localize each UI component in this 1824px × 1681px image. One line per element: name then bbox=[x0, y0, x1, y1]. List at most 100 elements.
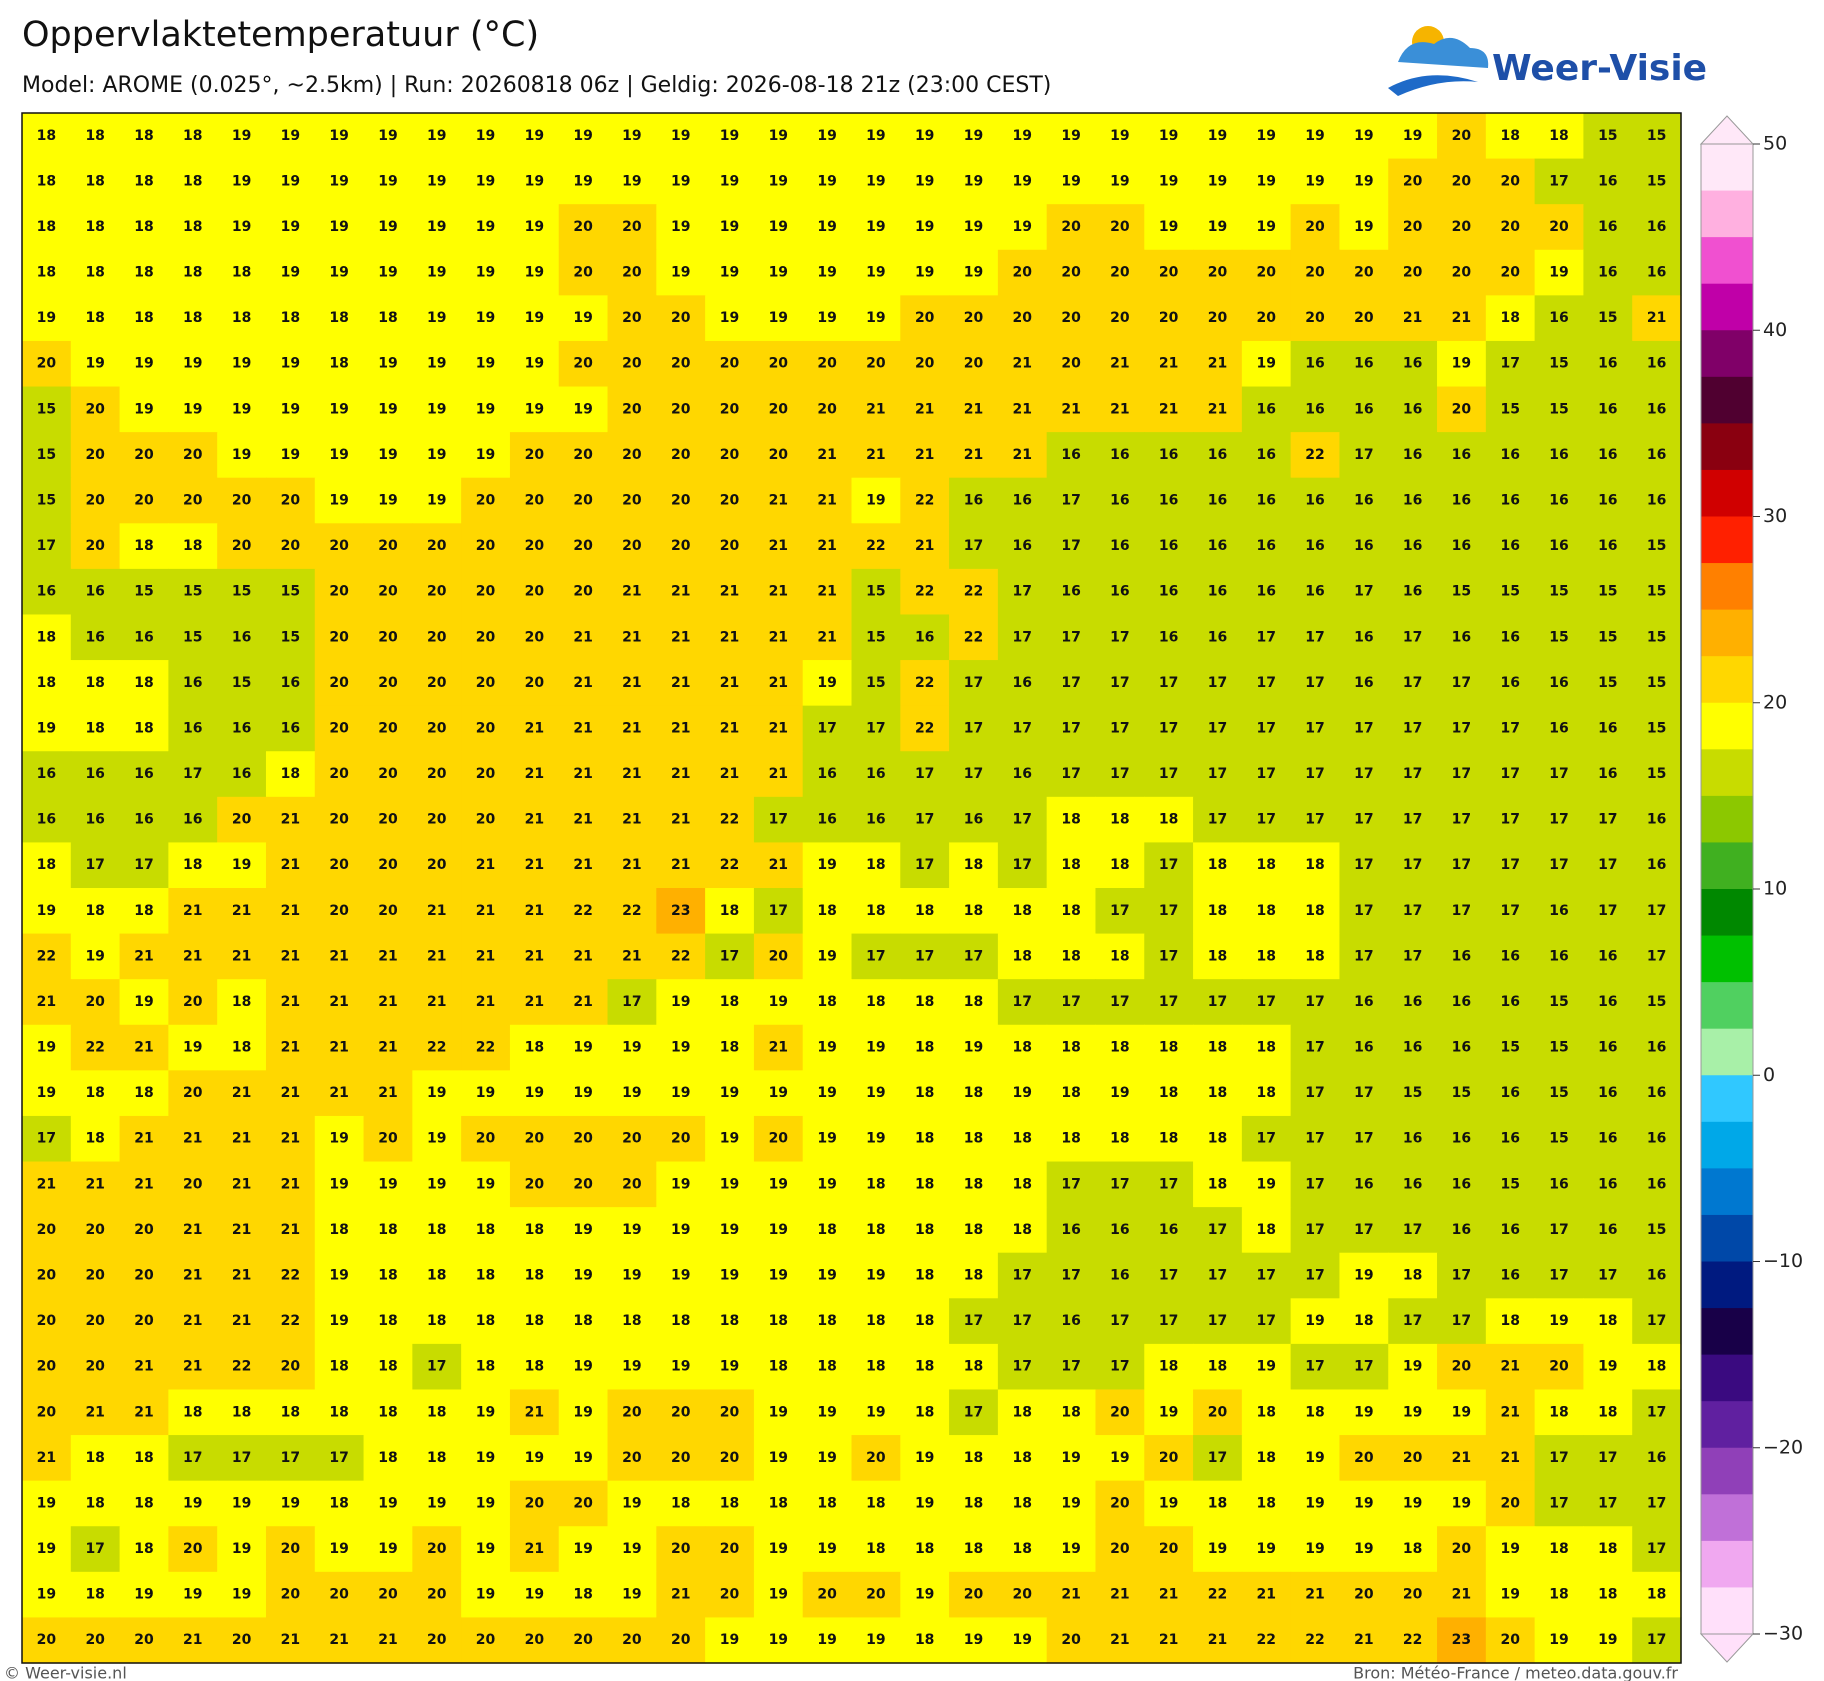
temperature-label: 19 bbox=[1549, 1632, 1568, 1648]
temperature-label: 19 bbox=[720, 1359, 739, 1375]
temperature-cell bbox=[705, 888, 755, 935]
temperature-label: 19 bbox=[622, 1587, 641, 1603]
temperature-label: 19 bbox=[671, 994, 690, 1010]
temperature-cell bbox=[509, 249, 560, 296]
temperature-label: 18 bbox=[915, 1313, 934, 1329]
temperature-label: 20 bbox=[1208, 265, 1228, 281]
temperature-label: 18 bbox=[134, 219, 153, 235]
temperature-label: 19 bbox=[769, 265, 788, 281]
temperature-label: 17 bbox=[915, 857, 934, 873]
temperature-cell bbox=[1241, 888, 1292, 935]
temperature-label: 16 bbox=[1403, 1131, 1422, 1147]
temperature-label: 15 bbox=[281, 584, 300, 600]
temperature-cell bbox=[509, 1070, 560, 1117]
temperature-label: 18 bbox=[1647, 1359, 1666, 1375]
temperature-label: 17 bbox=[1403, 720, 1422, 736]
temperature-cell bbox=[607, 1070, 657, 1117]
temperature-label: 20 bbox=[671, 310, 691, 326]
temperature-label: 20 bbox=[1305, 265, 1325, 281]
temperature-cell bbox=[1339, 477, 1389, 524]
temperature-label: 20 bbox=[671, 401, 691, 417]
temperature-label: 19 bbox=[622, 1495, 641, 1511]
temperature-label: 18 bbox=[866, 1495, 885, 1511]
temperature-label: 16 bbox=[1159, 1222, 1178, 1238]
temperature-label: 19 bbox=[232, 1587, 251, 1603]
temperature-cell bbox=[168, 1298, 218, 1345]
temperature-label: 19 bbox=[378, 401, 397, 417]
temperature-label: 18 bbox=[1208, 1040, 1227, 1056]
temperature-cell bbox=[1583, 796, 1633, 844]
temperature-cell bbox=[997, 1480, 1048, 1527]
temperature-label: 20 bbox=[85, 1268, 105, 1284]
temperature-cell bbox=[1632, 295, 1682, 342]
temperature-cell bbox=[1388, 1571, 1438, 1619]
temperature-cell bbox=[70, 568, 121, 616]
temperature-cell bbox=[1095, 751, 1145, 798]
temperature-cell bbox=[1632, 386, 1682, 433]
temperature-label: 21 bbox=[769, 1040, 788, 1056]
temperature-cell bbox=[705, 1252, 755, 1299]
temperature-cell bbox=[1485, 158, 1536, 205]
temperature-label: 16 bbox=[1159, 629, 1178, 645]
temperature-label: 17 bbox=[1110, 903, 1129, 919]
temperature-label: 21 bbox=[964, 447, 983, 463]
temperature-cell bbox=[1046, 1480, 1097, 1527]
temperature-label: 19 bbox=[329, 1313, 348, 1329]
temperature-cell bbox=[461, 1024, 511, 1071]
temperature-label: 16 bbox=[1452, 447, 1471, 463]
temperature-label: 19 bbox=[1500, 1587, 1519, 1603]
temperature-label: 16 bbox=[1549, 675, 1568, 691]
temperature-label: 22 bbox=[37, 948, 56, 964]
colorbar-tick-label: 10 bbox=[1763, 878, 1787, 900]
temperature-label: 18 bbox=[964, 1222, 983, 1238]
temperature-cell bbox=[1095, 1526, 1145, 1573]
temperature-label: 16 bbox=[183, 720, 202, 736]
temperature-label: 19 bbox=[720, 310, 739, 326]
temperature-label: 17 bbox=[1305, 1085, 1324, 1101]
temperature-label: 19 bbox=[622, 128, 641, 144]
temperature-cell bbox=[168, 295, 218, 342]
temperature-label: 20 bbox=[183, 1085, 203, 1101]
temperature-cell bbox=[461, 1343, 511, 1391]
temperature-label: 18 bbox=[1061, 948, 1080, 964]
temperature-label: 20 bbox=[769, 401, 789, 417]
temperature-cell bbox=[168, 1343, 218, 1391]
temperature-cell bbox=[949, 842, 999, 889]
temperature-label: 18 bbox=[134, 903, 153, 919]
colorbar-bin bbox=[1701, 1308, 1753, 1356]
temperature-label: 18 bbox=[281, 310, 300, 326]
temperature-label: 21 bbox=[378, 1632, 397, 1648]
temperature-cell bbox=[558, 1207, 609, 1254]
temperature-cell bbox=[949, 751, 999, 798]
temperature-cell bbox=[1583, 1070, 1633, 1117]
temperature-cell bbox=[753, 295, 804, 342]
temperature-label: 20 bbox=[720, 1587, 740, 1603]
temperature-label: 15 bbox=[1549, 356, 1568, 372]
temperature-cell bbox=[1339, 888, 1389, 935]
temperature-cell bbox=[1339, 1207, 1389, 1254]
temperature-cell bbox=[851, 1298, 901, 1345]
temperature-label: 20 bbox=[1013, 1587, 1033, 1603]
temperature-cell bbox=[1290, 1207, 1341, 1254]
temperature-cell bbox=[217, 751, 267, 798]
temperature-cell bbox=[412, 204, 462, 251]
temperature-cell bbox=[1046, 1207, 1097, 1254]
temperature-label: 21 bbox=[525, 766, 544, 782]
temperature-label: 21 bbox=[281, 1085, 300, 1101]
temperature-label: 20 bbox=[525, 584, 545, 600]
temperature-label: 17 bbox=[1452, 903, 1471, 919]
temperature-cell bbox=[705, 614, 755, 661]
temperature-cell bbox=[1437, 1389, 1487, 1436]
temperature-label: 17 bbox=[1354, 584, 1373, 600]
temperature-cell bbox=[1388, 340, 1438, 388]
temperature-cell bbox=[1193, 1343, 1243, 1391]
temperature-label: 19 bbox=[378, 1495, 397, 1511]
temperature-label: 19 bbox=[525, 310, 544, 326]
temperature-cell bbox=[412, 1480, 462, 1527]
temperature-cell bbox=[1144, 113, 1194, 160]
temperature-label: 19 bbox=[378, 447, 397, 463]
temperature-cell bbox=[851, 386, 901, 433]
temperature-label: 17 bbox=[1647, 1541, 1666, 1557]
temperature-cell bbox=[1437, 842, 1487, 889]
temperature-label: 15 bbox=[232, 675, 251, 691]
